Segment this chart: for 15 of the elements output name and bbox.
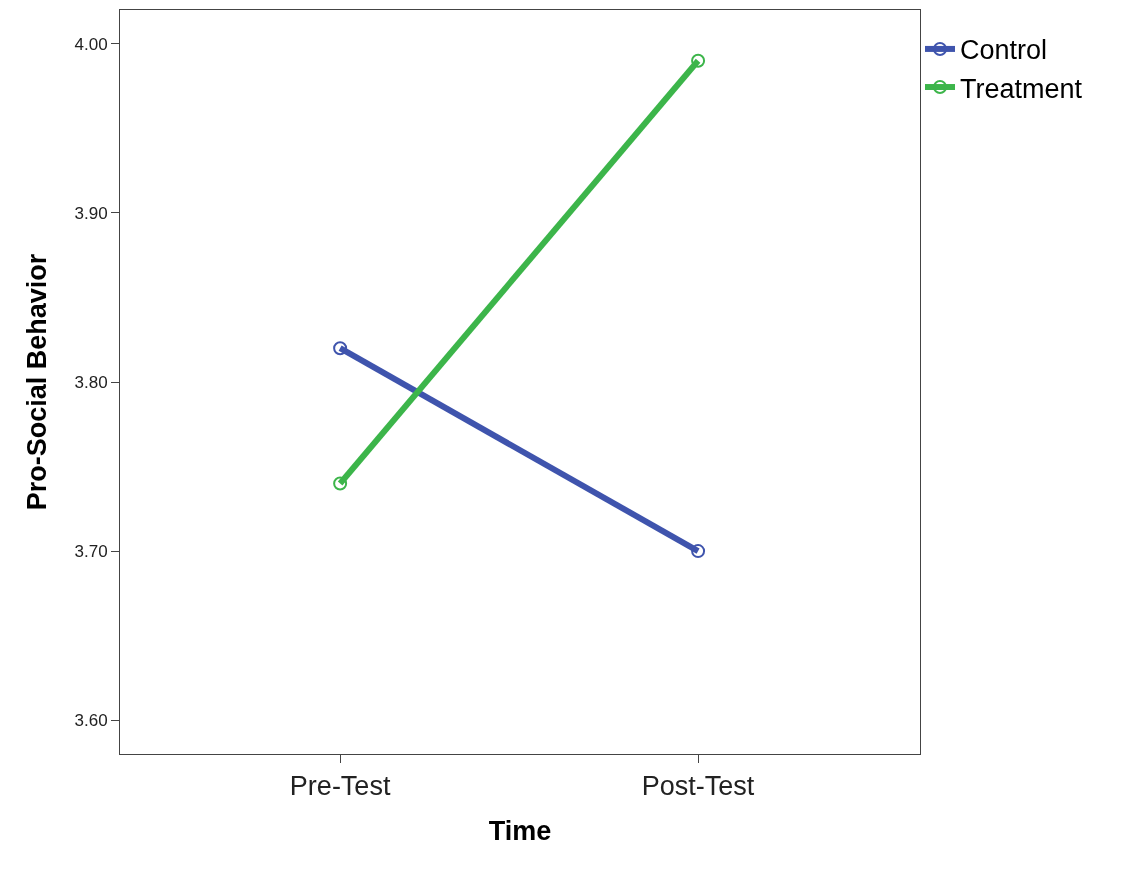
y-tick-label: 3.70 bbox=[74, 542, 108, 562]
x-tick-label: Post-Test bbox=[641, 771, 755, 802]
point bbox=[691, 53, 706, 68]
y-tick-label: 3.60 bbox=[74, 711, 108, 731]
point bbox=[691, 544, 706, 559]
y-tick-label: 4.00 bbox=[74, 34, 108, 54]
x-axis-title: Time bbox=[488, 815, 552, 846]
point bbox=[333, 341, 348, 356]
y-tick-label: 3.80 bbox=[74, 372, 108, 392]
legend-label: Treatment bbox=[960, 73, 1083, 104]
legend-label: Control bbox=[960, 35, 1048, 66]
y-axis-title: Pro-Social Behavior bbox=[21, 253, 52, 511]
y-tick-label: 3.90 bbox=[74, 203, 108, 223]
point bbox=[333, 476, 348, 491]
x-tick-label: Pre-Test bbox=[289, 771, 391, 802]
